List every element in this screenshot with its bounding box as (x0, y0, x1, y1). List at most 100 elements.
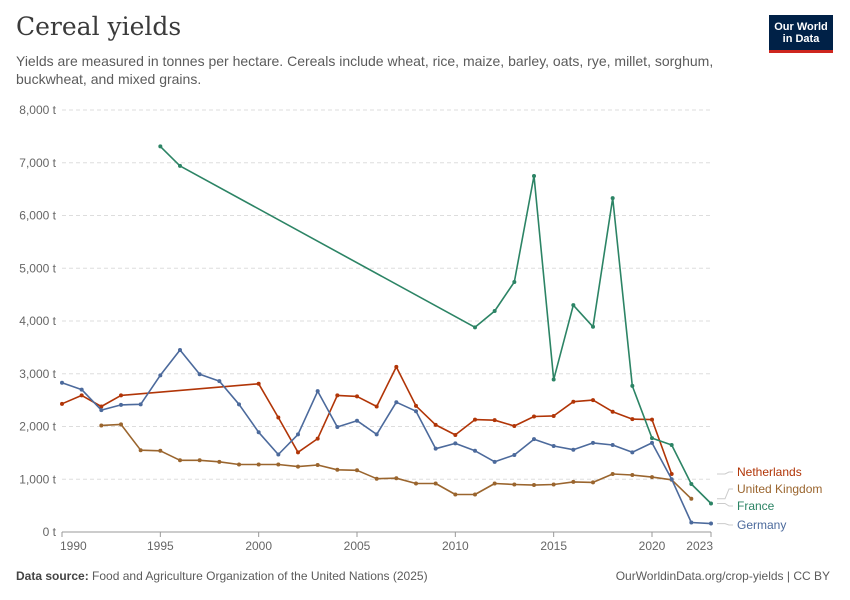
line-chart: 0 t 1,000 t 2,000 t 3,000 t 4,000 t 5,000 t 6,… (19, 103, 822, 553)
legend-connector (717, 471, 733, 475)
y-tick-label: 0 t (43, 525, 57, 539)
data-point (178, 348, 182, 353)
x-tick-label: 2005 (344, 539, 371, 553)
data-point (217, 459, 222, 464)
data-point (197, 458, 202, 463)
data-point (532, 414, 536, 419)
data-point (689, 481, 694, 486)
data-point (473, 492, 477, 497)
owid-logo[interactable]: Our World in Data (769, 15, 833, 53)
data-point (158, 144, 163, 149)
data-point (453, 492, 458, 497)
source-text: Food and Agriculture Organization of the… (92, 569, 428, 583)
data-point (99, 423, 104, 428)
data-point (551, 377, 556, 382)
data-point (256, 462, 261, 467)
source-label: Data source: (16, 569, 89, 583)
series-line (61, 349, 712, 525)
data-point (414, 403, 418, 408)
series-lines (60, 144, 713, 526)
legend-label-germany[interactable]: Germany (737, 518, 786, 532)
data-point (256, 381, 261, 386)
data-point (689, 496, 694, 501)
data-point (650, 436, 654, 441)
data-point (630, 473, 635, 478)
data-point (709, 521, 713, 526)
data-point (551, 413, 556, 418)
legend-connector (717, 488, 733, 500)
series-netherlands[interactable] (60, 364, 674, 476)
data-point (99, 404, 104, 409)
data-point (532, 437, 536, 442)
legend-label-united-kingdom[interactable]: United Kingdom (737, 482, 822, 496)
source-url[interactable]: OurWorldinData.org/crop-yields | CC BY (615, 569, 830, 583)
data-point (650, 475, 654, 480)
legend: Netherlands United Kingdom France Germany (717, 465, 822, 532)
data-point (394, 400, 399, 405)
data-point (669, 442, 674, 447)
source-note: Data source: Food and Agriculture Organi… (16, 569, 428, 583)
y-tick-label: 3,000 t (19, 367, 56, 381)
data-point (335, 467, 340, 472)
data-point (512, 482, 517, 487)
series-line (61, 366, 673, 475)
logo-line1: Our World (774, 21, 828, 33)
data-point (197, 372, 202, 377)
data-point (492, 481, 497, 486)
data-point (512, 423, 517, 428)
data-point (414, 481, 418, 486)
data-point (610, 196, 615, 201)
data-point (178, 458, 182, 463)
data-point (433, 446, 438, 451)
data-point (571, 399, 576, 404)
data-point (315, 436, 320, 441)
data-point (551, 444, 556, 449)
y-tick-label: 6,000 t (19, 209, 56, 223)
data-point (374, 404, 379, 409)
data-point (532, 483, 536, 488)
data-point (355, 468, 359, 473)
data-point (532, 173, 536, 178)
data-point (315, 463, 320, 468)
data-point (276, 415, 281, 420)
data-point (394, 476, 399, 481)
data-point (591, 398, 595, 403)
data-point (414, 409, 418, 414)
data-point (709, 501, 713, 506)
data-point (276, 462, 281, 467)
x-tick-label: 2015 (540, 539, 567, 553)
data-point (591, 324, 595, 329)
y-tick-label: 7,000 t (19, 156, 56, 170)
data-point (433, 422, 438, 427)
data-point (650, 440, 654, 445)
data-point (630, 383, 635, 388)
data-point (60, 380, 64, 385)
data-point (591, 440, 595, 445)
data-point (669, 471, 674, 476)
data-point (492, 459, 497, 464)
series-germany[interactable] (60, 348, 713, 526)
y-axis-ticks: 0 t 1,000 t 2,000 t 3,000 t 4,000 t 5,000 t 6,… (19, 103, 56, 539)
data-point (256, 430, 261, 435)
data-point (453, 441, 458, 446)
y-tick-label: 4,000 t (19, 314, 56, 328)
data-point (237, 402, 241, 407)
data-point (158, 373, 163, 378)
legend-label-netherlands[interactable]: Netherlands (737, 465, 802, 479)
data-point (512, 452, 517, 457)
series-france[interactable] (158, 144, 713, 506)
logo-underline (769, 50, 833, 53)
series-united-kingdom[interactable] (99, 422, 694, 501)
legend-label-france[interactable]: France (737, 499, 775, 513)
data-point (610, 471, 615, 476)
data-point (374, 476, 379, 481)
logo-line2: in Data (782, 33, 820, 45)
data-point (473, 417, 477, 422)
data-point (296, 432, 300, 437)
data-point (138, 448, 143, 453)
data-point (178, 163, 182, 168)
data-point (158, 448, 163, 453)
data-point (296, 464, 300, 469)
data-point (394, 364, 399, 369)
data-point (433, 481, 438, 486)
